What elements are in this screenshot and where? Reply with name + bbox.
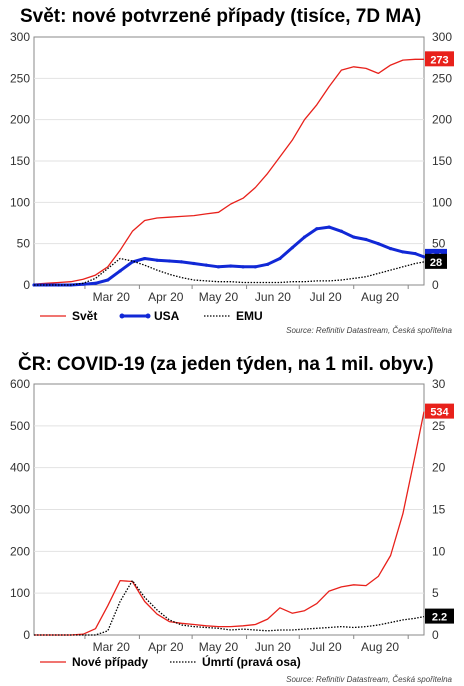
series-point [302, 235, 307, 239]
y2-tick-label: 25 [432, 419, 446, 433]
end-label-badge [425, 403, 454, 419]
series-point [216, 265, 221, 269]
series-point [401, 250, 405, 254]
series-point [315, 227, 319, 231]
series-point [352, 235, 356, 239]
chart-2-title: ČR: COVID-19 (za jeden týden, na 1 mil. … [18, 353, 434, 375]
y2-tick-label: 0 [432, 278, 439, 292]
y-tick-label: 0 [23, 628, 30, 642]
series-point [376, 242, 380, 246]
end-label-text: 273 [430, 54, 448, 66]
source-note: Source: Refinitiv Datastream, Česká spoř… [286, 675, 452, 684]
source-note: Source: Refinitiv Datastream, Česká spoř… [286, 326, 452, 335]
x-tick-label: Jul 20 [310, 290, 342, 304]
y-tick-label: 0 [23, 278, 30, 292]
series-point [364, 237, 368, 242]
y2-tick-label: 20 [432, 461, 446, 475]
series-point [327, 225, 331, 229]
x-tick-label: Aug 20 [361, 640, 399, 654]
y-tick-label: 250 [10, 71, 30, 85]
end-label-badge [425, 253, 447, 269]
series-point [266, 262, 270, 266]
series-point [118, 269, 122, 273]
series-point [339, 229, 344, 233]
y-tick-label: 400 [10, 461, 30, 475]
series-point [241, 265, 245, 269]
legend-label: Svět [72, 309, 97, 323]
y-tick-label: 100 [10, 195, 30, 209]
end-label-text: 28 [430, 257, 442, 269]
y2-tick-label: 0 [432, 628, 439, 642]
x-tick-label: Apr 20 [148, 290, 184, 304]
y2-tick-label: 250 [432, 71, 452, 85]
x-tick-label: May 20 [199, 640, 239, 654]
y2-tick-label: 30 [432, 377, 446, 391]
y-tick-label: 500 [10, 419, 30, 433]
end-label-text: 534 [430, 407, 449, 419]
y2-tick-label: 50 [432, 237, 446, 251]
series-line-2 [34, 257, 425, 286]
legend-marker [119, 313, 125, 319]
series-point [253, 265, 257, 269]
legend-marker [145, 313, 151, 319]
y2-tick-label: 200 [432, 113, 452, 127]
series-point [229, 264, 233, 268]
series-point [93, 281, 98, 285]
y-tick-label: 150 [10, 154, 30, 168]
x-tick-label: Apr 20 [148, 640, 184, 654]
x-tick-label: Mar 20 [93, 640, 131, 654]
end-label-badge [425, 51, 454, 67]
legend-label: USA [154, 309, 180, 323]
series-point [143, 256, 147, 261]
y-tick-label: 100 [10, 586, 30, 600]
y-tick-label: 200 [10, 544, 30, 558]
series-point [278, 256, 282, 261]
chart-1: 0 50 100 150 200 250 300 0 50 100 150 200 250 300 Mar … [10, 30, 454, 335]
x-tick-label: Jun 20 [255, 290, 291, 304]
x-tick-label: May 20 [199, 290, 239, 304]
series-line-1 [34, 579, 425, 636]
chart-2: 0 100 200 300 400 500 600 0 5 10 15 20 25 30 Mar 20 Apr… [10, 377, 454, 684]
series-point [155, 258, 159, 262]
y2-tick-label: 15 [432, 503, 446, 517]
series-line-0 [34, 411, 425, 636]
x-tick-label: Aug 20 [361, 290, 399, 304]
legend-label: Nové případy [72, 655, 148, 669]
y-tick-label: 300 [10, 503, 30, 517]
series-line-0 [33, 58, 424, 285]
series-point [106, 278, 110, 282]
y-tick-label: 300 [10, 30, 30, 44]
series-point [290, 246, 294, 250]
end-label-badge [425, 608, 454, 624]
legend-label: Úmrtí (pravá osa) [202, 654, 301, 669]
x-tick-label: Jul 20 [310, 640, 342, 654]
legend-label: EMU [236, 309, 263, 323]
x-tick-label: Mar 20 [93, 290, 131, 304]
series-point [413, 251, 417, 256]
y-tick-label: 50 [17, 237, 31, 251]
y2-tick-label: 300 [432, 30, 452, 44]
y2-tick-label: 5 [432, 586, 439, 600]
chart-1-title: Svět: nové potvrzené případy (tisíce, 7D… [20, 6, 421, 27]
series-point [389, 247, 393, 251]
y-tick-label: 600 [10, 377, 30, 391]
y-tick-label: 200 [10, 113, 30, 127]
series-point [179, 260, 184, 264]
series-point [167, 259, 171, 263]
y2-tick-label: 10 [432, 544, 446, 558]
y2-tick-label: 100 [432, 195, 452, 209]
series-point [192, 261, 196, 266]
y2-tick-label: 150 [432, 154, 452, 168]
series-point [422, 255, 426, 259]
series-point [204, 263, 208, 267]
end-label-text: 2.2 [432, 612, 447, 624]
x-tick-label: Jun 20 [255, 640, 291, 654]
